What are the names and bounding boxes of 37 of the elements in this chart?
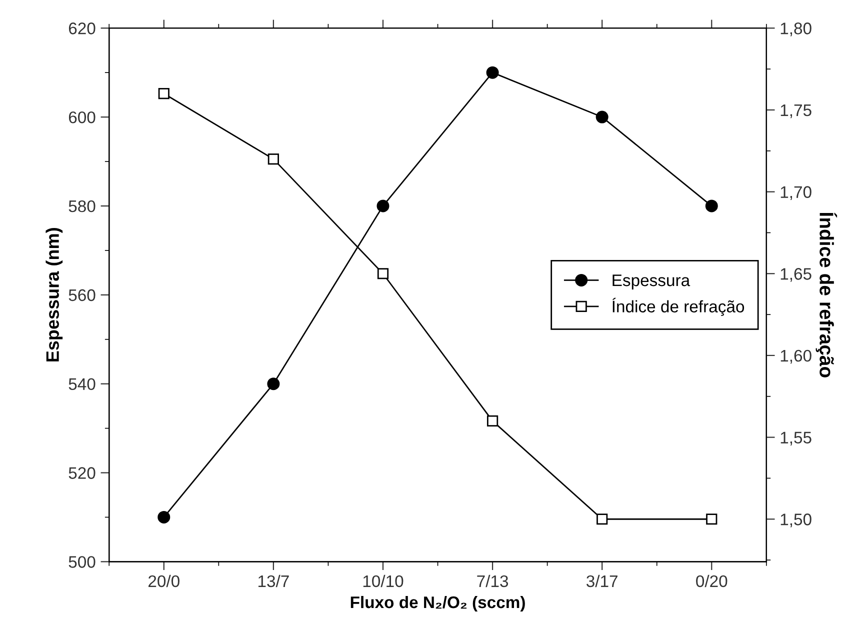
y-tick-label: 580 (68, 200, 96, 212)
x-tick-label: 0/20 (696, 574, 728, 588)
y2-tick-label: 1,50 (780, 514, 812, 528)
x-tick-label: 13/7 (258, 574, 289, 588)
point (158, 510, 170, 524)
y2-tick-label: 1,80 (780, 22, 812, 36)
x-axis-title: Fluxo de N₂/O₂ (sccm) (350, 596, 525, 612)
x-tick-label: 20/0 (148, 574, 180, 588)
y-tick-label: 500 (68, 556, 96, 568)
point (377, 268, 389, 280)
point (376, 200, 390, 212)
y2-tick-label: 1,60 (780, 350, 812, 364)
point (596, 514, 608, 525)
y-tick-label: 560 (68, 289, 96, 302)
y2-axis-title: Índice de refração (816, 212, 838, 378)
x-tick-label: 10/10 (363, 574, 404, 588)
point (268, 153, 279, 165)
y-tick-label: 620 (68, 22, 96, 34)
point (486, 66, 499, 79)
point (158, 88, 170, 100)
point (706, 514, 718, 525)
y2-tick-label: 1,75 (780, 104, 812, 118)
point (596, 110, 608, 124)
y2-tick-label: 1,55 (780, 432, 812, 446)
point (267, 378, 280, 390)
legend-label: Espessura (612, 274, 690, 290)
y-tick-label: 540 (68, 378, 96, 390)
y-axis-title: Espessura (nm) (46, 228, 63, 362)
y2-tick-label: 1,70 (780, 186, 812, 200)
point (705, 200, 718, 212)
x-tick-label: 3/17 (586, 574, 618, 588)
x-tick-label: 7/13 (477, 574, 508, 588)
y-tick-label: 600 (68, 111, 96, 124)
y2-tick-label: 1,65 (780, 268, 812, 282)
point (486, 415, 498, 426)
y-tick-label: 520 (68, 467, 96, 479)
legend-label: Índice de refração (612, 298, 744, 316)
